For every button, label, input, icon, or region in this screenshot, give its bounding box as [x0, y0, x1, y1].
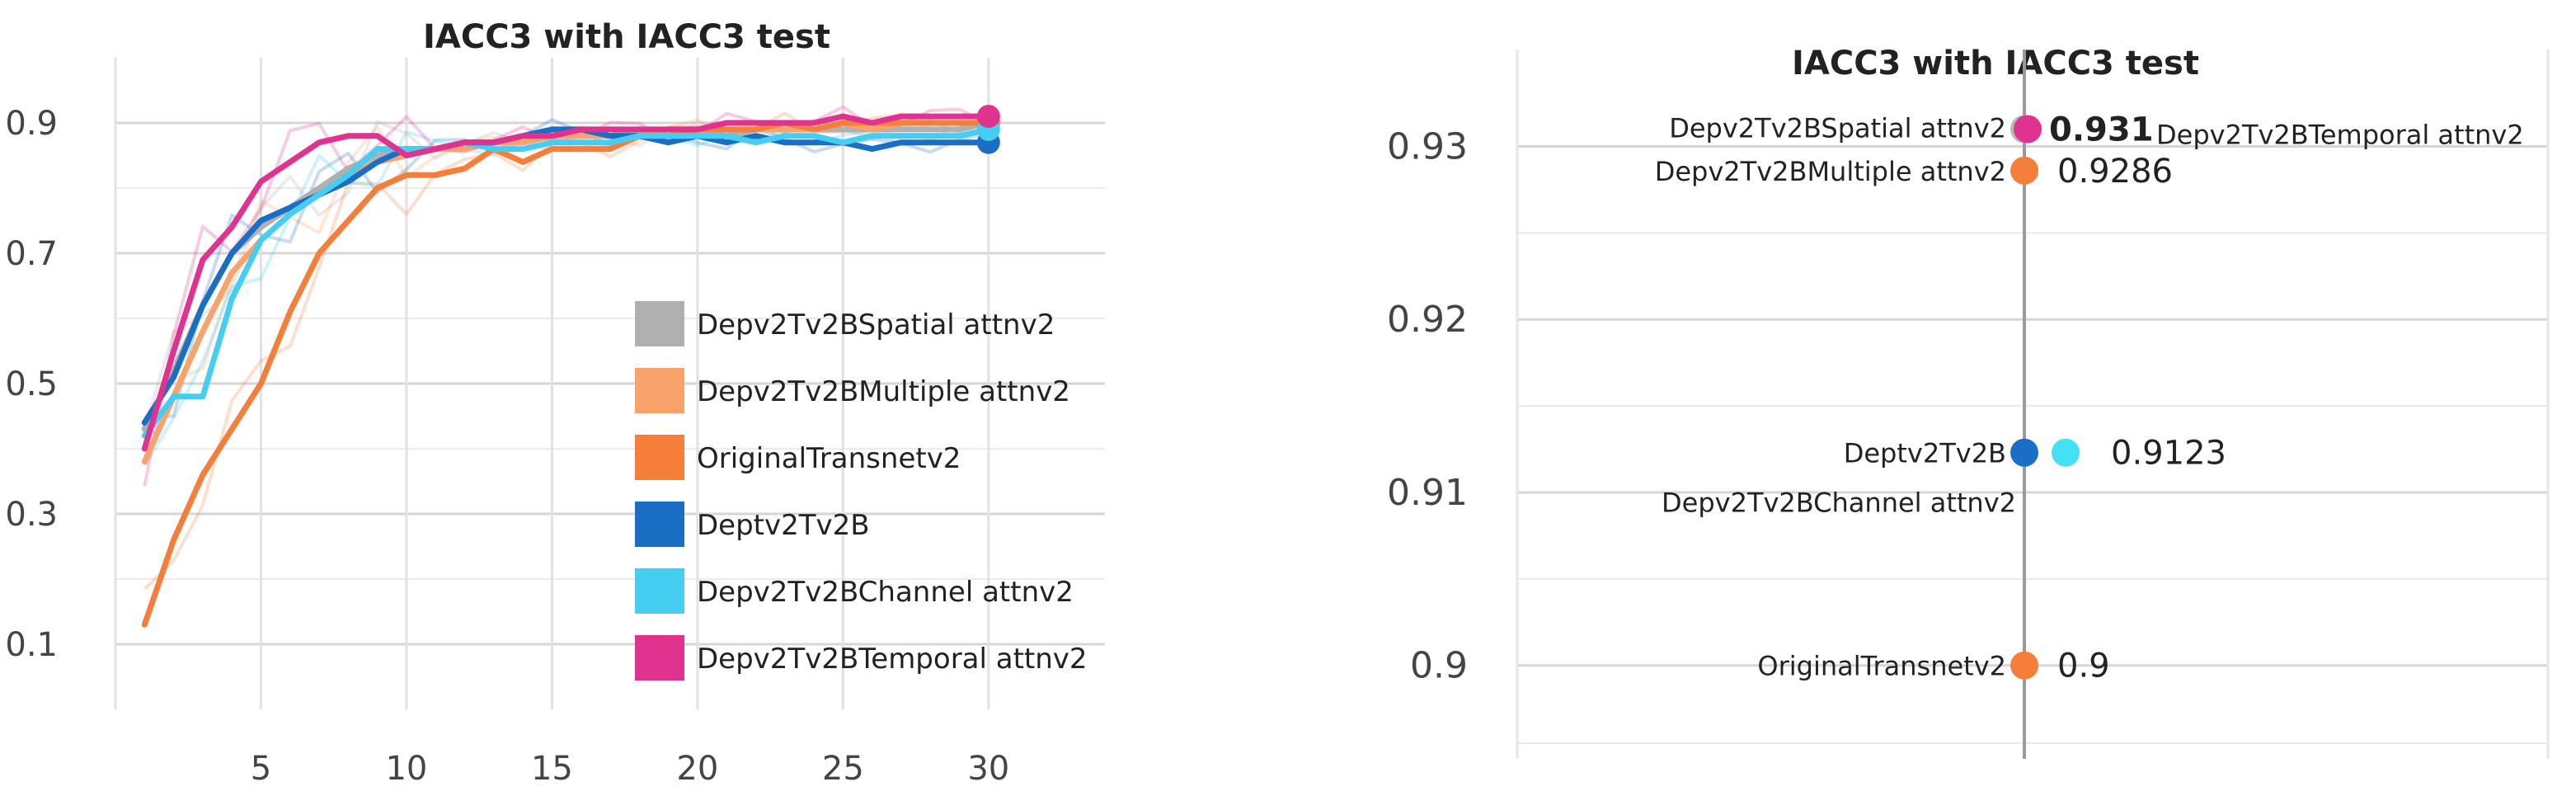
- legend-label: OriginalTransnetv2: [697, 442, 961, 475]
- x-tick-label: 20: [676, 750, 718, 788]
- data-label: 0.931: [2049, 111, 2154, 148]
- legend-swatch: [635, 635, 684, 680]
- x-tick-label: 5: [251, 750, 271, 788]
- legend-swatch: [635, 368, 684, 413]
- y-tick-label: 0.1: [5, 626, 58, 664]
- series-shadow-line: [143, 105, 990, 487]
- series-line: [141, 120, 992, 628]
- legend-label: Depv2Tv2BMultiple attnv2: [697, 375, 1070, 408]
- dot-chart: IACC3 with IACC3 test 0.93 0.92 0.91 0.9 Depv…: [1387, 45, 2550, 759]
- series-shadow-line: [144, 118, 990, 419]
- data-label: 0.9286: [2057, 153, 2173, 191]
- data-point: [2010, 651, 2038, 680]
- data-label: 0.9123: [2111, 435, 2226, 473]
- point-name-label: Depv2Tv2BChannel attnv2: [1662, 487, 2016, 519]
- legend-swatch: [635, 502, 684, 547]
- point-name-label: Deptv2Tv2B: [1844, 438, 2006, 469]
- chart-title: IACC3 with IACC3 test: [423, 18, 830, 56]
- legend-label: Depv2Tv2BTemporal attnv2: [697, 643, 1088, 676]
- legend-swatch: [635, 435, 684, 480]
- y-tick-label: 0.92: [1387, 299, 1468, 341]
- x-tick-label: 15: [531, 750, 573, 788]
- data-point: [2010, 156, 2038, 185]
- y-tick-label: 0.5: [5, 365, 58, 403]
- x-tick-label: 10: [385, 750, 427, 788]
- series-line: [141, 126, 992, 439]
- legend-label: Deptv2Tv2B: [697, 509, 870, 542]
- legend-label: Depv2Tv2BChannel attnv2: [697, 576, 1074, 609]
- chart-title: IACC3 with IACC3 test: [1792, 45, 2199, 82]
- x-tick-label: 25: [822, 750, 864, 788]
- x-tick-label: 30: [967, 750, 1009, 788]
- y-tick-label: 0.93: [1387, 125, 1468, 167]
- series-line: [141, 113, 992, 452]
- data-point: [2052, 438, 2080, 467]
- y-tick-label: 0.7: [5, 235, 58, 273]
- point-name-label: Depv2Tv2BMultiple attnv2: [1655, 156, 2006, 187]
- line-chart: IACC3 with IACC3 test 0.9 0.7 0.5 0.3 0.1 5 10 1…: [5, 18, 1105, 788]
- y-tick-label: 0.9: [5, 105, 58, 143]
- series-end-point: [976, 105, 1000, 129]
- y-tick-label: 0.91: [1387, 472, 1468, 514]
- point-name-label: OriginalTransnetv2: [1757, 651, 2006, 682]
- point-name-label: Depv2Tv2BSpatial attnv2: [1669, 112, 2006, 144]
- point-name-label: Depv2Tv2BTemporal attnv2: [2156, 119, 2524, 150]
- data-point: [2014, 115, 2042, 144]
- legend-label: Depv2Tv2BSpatial attnv2: [697, 308, 1055, 341]
- y-tick-label: 0.3: [5, 496, 58, 534]
- legend-swatch: [635, 301, 684, 346]
- data-point: [2010, 438, 2038, 467]
- data-label: 0.9: [2057, 648, 2110, 685]
- legend-swatch: [635, 568, 684, 614]
- y-tick-label: 0.9: [1410, 645, 1468, 687]
